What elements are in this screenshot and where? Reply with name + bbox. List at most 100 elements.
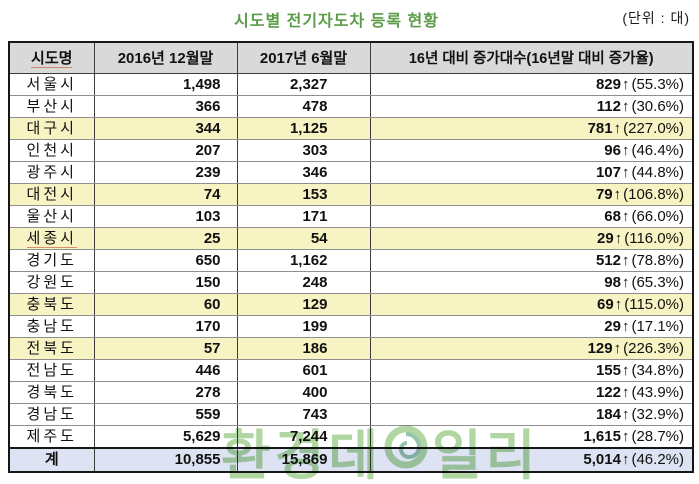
increase-count: 112 [596, 97, 621, 115]
jun2017-cell: 303 [236, 138, 371, 162]
increase-count: 29 [597, 229, 614, 247]
increase-rate: (65.3%) [631, 273, 684, 291]
region-cell: 경기도 [8, 248, 95, 272]
region-cell: 울산시 [8, 204, 95, 228]
increase-rate: (34.8%) [631, 361, 684, 379]
dec2016-cell: 60 [93, 292, 238, 316]
increase-cell: 96↑ (46.4%) [369, 138, 694, 162]
increase-rate: (226.3%) [623, 339, 684, 357]
total-increase-rate: (46.2%) [631, 451, 684, 468]
increase-rate: (55.3%) [631, 75, 684, 93]
table-body: 서울시 1,498 2,327 829↑ (55.3%) 부산시 366 478 … [8, 72, 694, 448]
dec2016-cell: 650 [93, 248, 238, 272]
region-cell: 서울시 [8, 72, 95, 96]
increase-rate: (32.9%) [631, 405, 684, 423]
jun2017-cell: 153 [236, 182, 371, 206]
region-label: 전남도 [26, 361, 77, 379]
jun2017-cell: 743 [236, 402, 371, 426]
increase-cell: 69↑ (115.0%) [369, 292, 694, 316]
dec2016-cell: 1,498 [93, 72, 238, 96]
dec2016-cell: 25 [93, 226, 238, 250]
increase-count: 829 [595, 75, 621, 93]
header-increase: 16년 대비 증가대수(16년말 대비 증가율) [369, 41, 694, 74]
table-row: 전북도 57 186 129↑ (226.3%) [8, 336, 694, 360]
total-increase-cell: 5,014↑ (46.2%) [369, 446, 694, 472]
table-row: 충북도 60 129 69↑ (115.0%) [8, 292, 694, 316]
header-row: 시도명 2016년 12월말 2017년 6월말 16년 대비 증가대수(16년… [8, 41, 694, 74]
up-arrow-icon: ↑ [613, 339, 622, 357]
total-region-label: 계 [44, 451, 59, 468]
up-arrow-icon: ↑ [621, 273, 630, 291]
jun2017-cell: 186 [236, 336, 371, 360]
increase-cell: 29↑ (116.0%) [369, 226, 694, 250]
region-cell: 대구시 [8, 116, 95, 140]
up-arrow-icon: ↑ [621, 251, 630, 269]
dec2016-cell: 103 [93, 204, 238, 228]
increase-rate: (66.0%) [631, 207, 684, 225]
region-label: 인천시 [26, 141, 77, 159]
region-cell: 부산시 [8, 94, 95, 118]
region-label: 충북도 [26, 295, 77, 313]
increase-count: 122 [595, 383, 621, 401]
dec2016-cell: 207 [93, 138, 238, 162]
unit-label: (단위 : 대) [622, 10, 690, 26]
ev-registration-table: 시도명 2016년 12월말 2017년 6월말 16년 대비 증가대수(16년… [8, 41, 694, 473]
region-label: 울산시 [26, 207, 77, 225]
table-row: 대구시 344 1,125 781↑ (227.0%) [8, 116, 694, 140]
increase-rate: (28.7%) [631, 427, 684, 445]
increase-rate: (78.8%) [631, 251, 684, 269]
dec2016-cell: 344 [93, 116, 238, 140]
region-label: 서울시 [26, 75, 77, 93]
header-region: 시도명 [8, 41, 95, 74]
table-row: 인천시 207 303 96↑ (46.4%) [8, 138, 694, 162]
increase-rate: (43.9%) [631, 383, 684, 401]
header-jun2017: 2017년 6월말 [236, 41, 371, 74]
jun2017-cell: 478 [236, 94, 371, 118]
table-row: 부산시 366 478 112↑ (30.6%) [8, 94, 694, 118]
up-arrow-icon: ↑ [621, 361, 630, 379]
increase-rate: (44.8%) [631, 163, 684, 181]
dec2016-cell: 366 [93, 94, 238, 118]
increase-count: 107 [595, 163, 621, 181]
region-label: 광주시 [26, 163, 77, 181]
increase-count: 512 [595, 251, 621, 269]
increase-rate: (106.8%) [623, 185, 684, 203]
up-arrow-icon: ↑ [621, 451, 630, 468]
up-arrow-icon: ↑ [621, 207, 630, 225]
table-row: 제주도 5,629 7,244 1,615↑ (28.7%) [8, 424, 694, 448]
table-row: 경북도 278 400 122↑ (43.9%) [8, 380, 694, 404]
table-row: 울산시 103 171 68↑ (66.0%) [8, 204, 694, 228]
region-cell: 인천시 [8, 138, 95, 162]
jun2017-cell: 54 [236, 226, 371, 250]
jun2017-cell: 601 [236, 358, 371, 382]
up-arrow-icon: ↑ [614, 229, 623, 247]
up-arrow-icon: ↑ [621, 383, 630, 401]
increase-count: 68 [604, 207, 621, 225]
up-arrow-icon: ↑ [621, 427, 630, 445]
dec2016-cell: 5,629 [93, 424, 238, 448]
dec2016-cell: 446 [93, 358, 238, 382]
increase-cell: 184↑ (32.9%) [369, 402, 694, 426]
increase-cell: 122↑ (43.9%) [369, 380, 694, 404]
table-row: 충남도 170 199 29↑ (17.1%) [8, 314, 694, 338]
table-row: 광주시 239 346 107↑ (44.8%) [8, 160, 694, 184]
region-label: 경북도 [26, 383, 77, 401]
jun2017-cell: 129 [236, 292, 371, 316]
increase-count: 96 [604, 141, 621, 159]
jun2017-cell: 7,244 [236, 424, 371, 448]
increase-cell: 79↑ (106.8%) [369, 182, 694, 206]
region-cell: 전북도 [8, 336, 95, 360]
page-title: 시도별 전기자도차 등록 현황 [234, 13, 439, 30]
up-arrow-icon: ↑ [621, 141, 630, 159]
table-row: 경남도 559 743 184↑ (32.9%) [8, 402, 694, 426]
region-cell: 대전시 [8, 182, 95, 206]
region-label: 전북도 [26, 339, 77, 357]
increase-cell: 29↑ (17.1%) [369, 314, 694, 338]
dec2016-cell: 278 [93, 380, 238, 404]
region-cell: 경북도 [8, 380, 95, 404]
dec2016-cell: 57 [93, 336, 238, 360]
jun2017-cell: 199 [236, 314, 371, 338]
increase-rate: (115.0%) [624, 295, 684, 313]
increase-cell: 781↑ (227.0%) [369, 116, 694, 140]
region-label: 경기도 [26, 251, 77, 269]
